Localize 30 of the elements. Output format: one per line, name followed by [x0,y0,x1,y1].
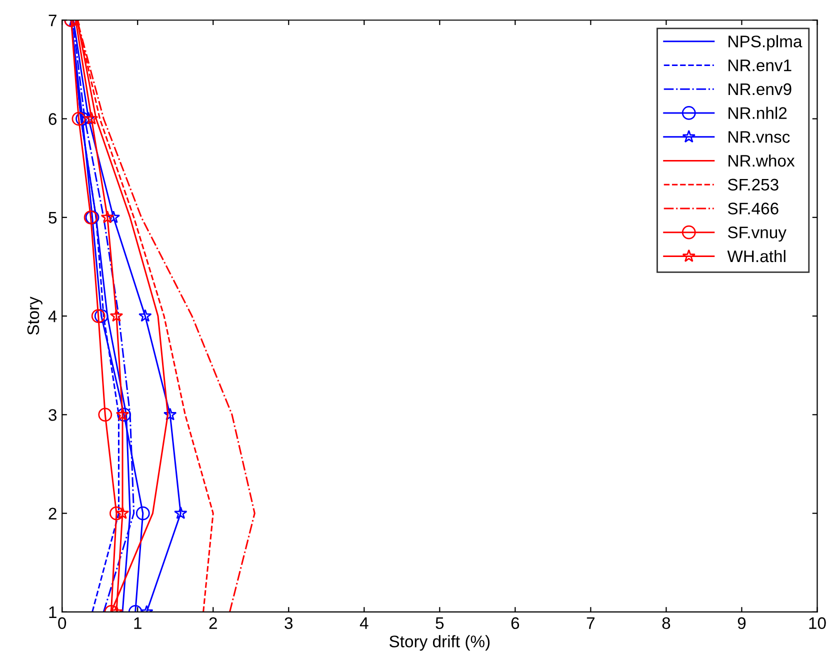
legend-label: SF.253 [728,178,778,191]
legend-label: SF.vnuy [728,226,786,242]
x-tick-label: 8 [662,617,670,630]
legend-label: NR.whox [728,154,795,167]
legend-label: NR.vnsc [728,131,790,143]
y-axis-title: Story [27,296,42,335]
y-tick-label: 5 [48,212,57,224]
x-tick-label: 9 [738,617,746,630]
x-tick-label: 0 [58,617,66,630]
legend-label: SF.466 [728,202,778,214]
legend-label: NR.env9 [728,83,792,96]
y-tick-label: 7 [48,14,56,26]
legend-label: WH.athl [727,250,786,262]
x-tick-label: 1 [134,617,142,629]
legend-label: NR.env1 [728,60,792,72]
legend-label: NPS.plma [728,35,802,51]
x-tick-label: 4 [360,617,368,629]
y-tick-label: 1 [49,606,56,618]
y-tick-label: 6 [48,113,57,125]
y-tick-label: 2 [48,508,56,520]
x-tick-label: 10 [809,617,826,630]
legend-label: NR.nhl2 [728,106,787,119]
x-axis-title: Story drift (%) [389,635,490,651]
x-tick-label: 3 [284,617,293,630]
x-tick-label: 2 [209,617,217,629]
y-tick-label: 3 [48,409,57,421]
y-tick-label: 4 [48,310,57,322]
x-tick-label: 5 [436,617,444,630]
x-tick-label: 6 [511,617,520,630]
x-tick-label: 7 [586,617,594,629]
